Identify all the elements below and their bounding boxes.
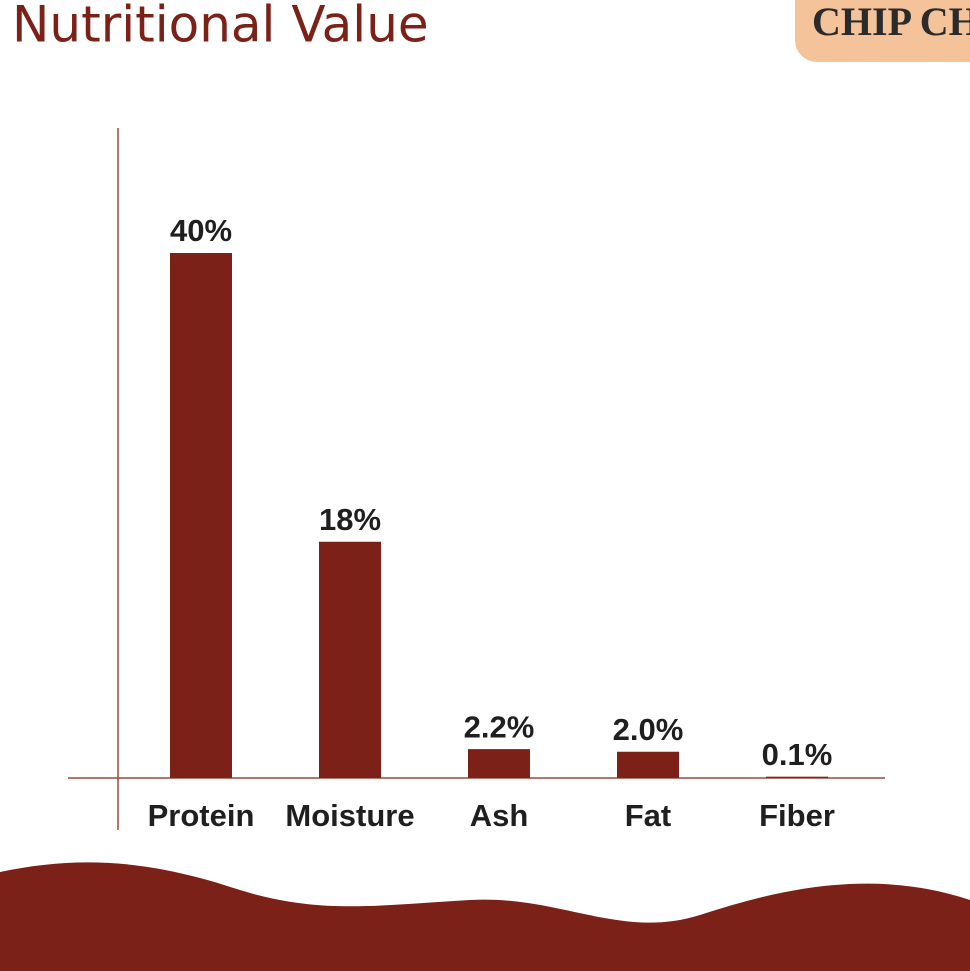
logo-text: CHIP CHOP [812, 0, 970, 44]
bar [617, 751, 679, 778]
bar [766, 776, 828, 778]
logo-badge [795, 0, 970, 62]
bar [319, 541, 381, 778]
x-tick-label: Moisture [285, 798, 414, 833]
bar [468, 749, 530, 778]
value-label: 0.1% [762, 737, 833, 772]
x-tick-label: Fiber [759, 798, 835, 833]
x-tick-label: Protein [148, 798, 255, 833]
decorative-wave [0, 862, 970, 971]
x-tick-label: Fat [625, 798, 672, 833]
x-tick-label: Ash [470, 798, 529, 833]
value-label: 2.2% [464, 709, 535, 744]
bar [170, 253, 232, 778]
value-label: 2.0% [613, 712, 684, 747]
value-label: 40% [170, 213, 232, 248]
logo: CHIP CHOP [795, 0, 970, 62]
value-label: 18% [319, 502, 381, 537]
chart-title: Nutritional Value [12, 0, 429, 54]
